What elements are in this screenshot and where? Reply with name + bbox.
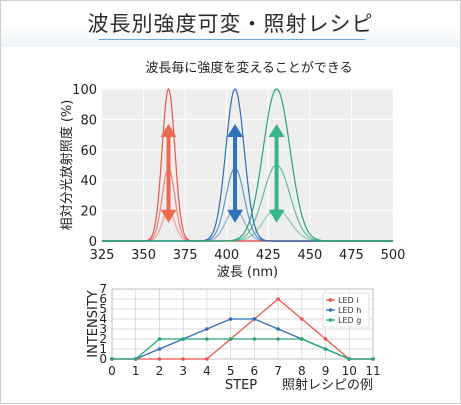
spectrum-curve: [102, 208, 393, 242]
spectrum-x-tick: 325: [90, 248, 115, 263]
step-data-point: [252, 317, 257, 321]
step-x-tick: 6: [251, 364, 259, 378]
step-x-tick: 7: [274, 364, 282, 378]
intensity-arrow: [227, 123, 244, 223]
intensity-arrow: [268, 123, 285, 223]
spectrum-y-tick: 0: [89, 235, 97, 250]
step-x-tick: 9: [322, 364, 330, 378]
step-x-tick: 2: [156, 364, 164, 378]
spectrum-x-tick: 400: [214, 248, 239, 263]
intensity-arrow: [160, 123, 177, 223]
step-data-point: [157, 347, 162, 351]
step-data-point: [205, 337, 209, 341]
step-x-tick: 3: [179, 364, 187, 378]
step-data-point: [205, 327, 209, 331]
step-series-line: [112, 298, 373, 360]
step-data-point: [300, 337, 304, 341]
step-y-label: INTENSITY: [86, 290, 101, 357]
spectrum-y-tick: 60: [80, 144, 97, 159]
step-x-tick: 10: [342, 364, 357, 378]
step-data-point: [300, 317, 304, 321]
spectrum-y-tick: 80: [80, 113, 97, 128]
step-series-line: [112, 338, 373, 360]
step-y-tick: 1: [99, 342, 107, 356]
step-y-tick: 5: [99, 302, 107, 316]
spectrum-x-tick: 425: [256, 248, 281, 263]
spectrum-subtitle: 波長毎に強度を変えることができる: [145, 60, 352, 76]
step-data-point: [205, 357, 209, 361]
spectrum-x-tick: 500: [381, 248, 406, 263]
step-y-tick: 6: [99, 292, 107, 306]
step-data-point: [133, 357, 138, 361]
step-data-point: [181, 337, 185, 341]
step-data-point: [371, 357, 375, 361]
step-data-point: [276, 337, 280, 341]
legend-label: LED h: [338, 306, 361, 315]
legend-marker: [328, 298, 333, 302]
spectrum-x-tick: 450: [297, 248, 322, 263]
step-x-tick: 11: [365, 364, 380, 378]
step-y-tick: 2: [99, 332, 107, 346]
spectrum-y-tick: 100: [72, 83, 97, 98]
step-x-tick: 1: [132, 364, 140, 378]
step-data-point: [252, 337, 257, 341]
spectrum-y-tick: 20: [80, 205, 97, 220]
step-data-point: [276, 327, 280, 331]
legend-label: LED g: [338, 316, 361, 325]
step-data-point: [347, 357, 352, 361]
step-data-point: [228, 337, 233, 341]
step-data-point: [157, 337, 162, 341]
step-x-tick: 5: [227, 364, 235, 378]
spectrum-x-tick: 350: [131, 248, 156, 263]
legend-label: LED i: [338, 296, 358, 305]
spectrum-x-tick: 475: [339, 248, 364, 263]
step-y-tick: 7: [99, 282, 107, 296]
step-data-point: [181, 357, 185, 361]
step-x-label: STEP: [225, 378, 257, 393]
step-data-point: [110, 357, 114, 361]
step-x-tick: 4: [203, 364, 211, 378]
step-y-tick: 3: [99, 322, 107, 336]
step-data-point: [276, 297, 280, 301]
step-x-tick: 0: [108, 364, 116, 378]
spectrum-y-label: 相対分光放射照度 (%): [59, 100, 75, 231]
plot-area: [102, 89, 393, 241]
step-data-point: [228, 317, 233, 321]
legend-marker: [328, 308, 333, 312]
spectrum-x-label: 波長 (nm): [217, 265, 278, 280]
step-data-point: [323, 347, 328, 351]
step-data-point: [157, 357, 162, 361]
recipe-caption: 照射レシピの例: [282, 377, 373, 393]
spectrum-x-tick: 375: [173, 248, 198, 263]
step-y-tick: 0: [99, 352, 107, 366]
step-x-tick: 8: [298, 364, 306, 378]
step-y-tick: 4: [99, 312, 107, 326]
page-title: 波長別強度可変・照射レシピ: [87, 12, 374, 36]
spectrum-y-tick: 40: [80, 174, 97, 189]
step-data-point: [323, 337, 328, 341]
legend-marker: [328, 318, 333, 322]
title-underline: [99, 39, 365, 40]
